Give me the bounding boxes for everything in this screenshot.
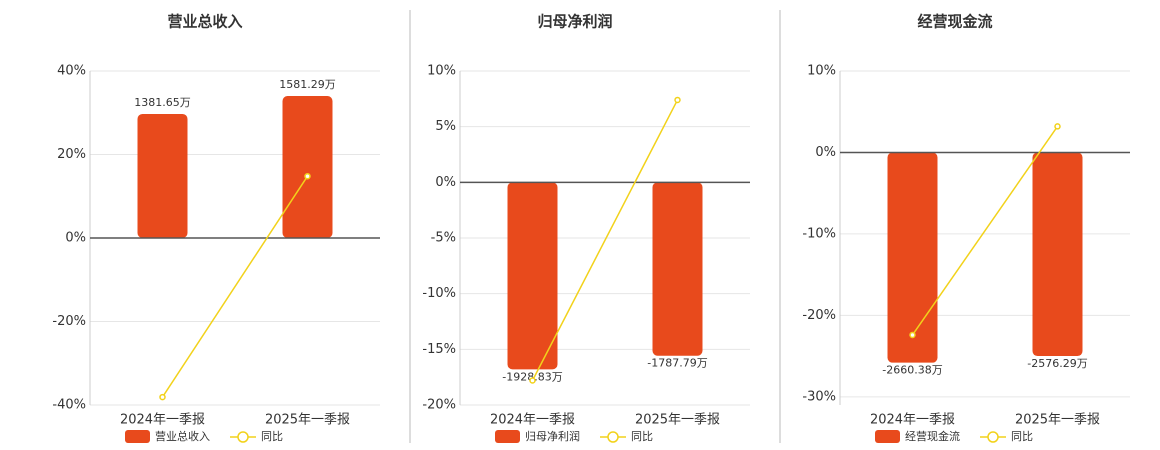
y-tick-label: -20%	[422, 398, 456, 413]
x-tick-label: 2024年一季报	[120, 413, 205, 428]
legend-label: 营业总收入	[155, 429, 210, 443]
x-tick-label: 2025年一季报	[635, 413, 720, 428]
y-tick-label: 0%	[815, 145, 836, 160]
y-tick-label: -10%	[422, 286, 456, 301]
y-tick-label: -40%	[52, 398, 86, 413]
data-label: 1381.65万	[134, 96, 191, 109]
line	[161, 175, 309, 398]
legend-label: 同比	[261, 430, 283, 443]
legend-marker	[237, 431, 249, 443]
bar	[507, 182, 558, 370]
legend-swatch	[495, 430, 520, 443]
y-tick-label: -30%	[802, 389, 836, 404]
bar	[887, 152, 938, 363]
bar	[652, 182, 703, 356]
x-tick-label: 2024年一季报	[490, 413, 575, 428]
point	[674, 96, 681, 104]
data-label: -2660.38万	[882, 364, 942, 377]
y-tick-label: 5%	[435, 119, 456, 134]
point	[909, 331, 916, 339]
data-label: -1787.79万	[647, 357, 707, 370]
y-tick-label: 10%	[807, 64, 836, 79]
legend-swatch	[875, 430, 900, 443]
legend-label: 同比	[631, 430, 653, 443]
y-tick-label: 20%	[57, 147, 86, 162]
chart-title: 归母净利润	[537, 13, 612, 31]
y-tick-label: 10%	[427, 64, 456, 79]
point	[529, 377, 536, 384]
bar	[137, 113, 188, 238]
chart-title: 营业总收入	[167, 13, 242, 31]
data-label: -2576.29万	[1027, 357, 1087, 370]
y-tick-label: 40%	[57, 64, 86, 79]
y-tick-label: -20%	[802, 308, 836, 323]
x-tick-label: 2025年一季报	[265, 413, 350, 428]
line	[911, 125, 1059, 336]
legend-swatch	[125, 430, 150, 443]
line	[531, 99, 679, 381]
point	[1054, 123, 1061, 130]
legend-label: 经营现金流	[905, 429, 960, 443]
point	[304, 172, 311, 180]
x-tick-label: 2025年一季报	[1015, 413, 1100, 428]
bar	[1032, 152, 1083, 357]
legend-label: 同比	[1011, 430, 1033, 443]
y-tick-label: 0%	[435, 175, 456, 190]
legend-marker	[607, 431, 619, 443]
y-tick-label: -5%	[431, 231, 456, 246]
y-tick-label: -15%	[422, 342, 456, 357]
legend-label: 归母净利润	[525, 429, 580, 443]
data-label: -1928.83万	[502, 370, 562, 383]
bar	[282, 96, 333, 239]
data-label: 1581.29万	[279, 78, 336, 91]
y-tick-label: -20%	[52, 314, 86, 329]
point	[159, 393, 166, 401]
x-tick-label: 2024年一季报	[870, 413, 955, 428]
legend-marker	[987, 431, 999, 443]
chart-title: 经营现金流	[917, 13, 992, 31]
y-tick-label: -10%	[802, 226, 836, 241]
y-tick-label: 0%	[65, 231, 86, 246]
